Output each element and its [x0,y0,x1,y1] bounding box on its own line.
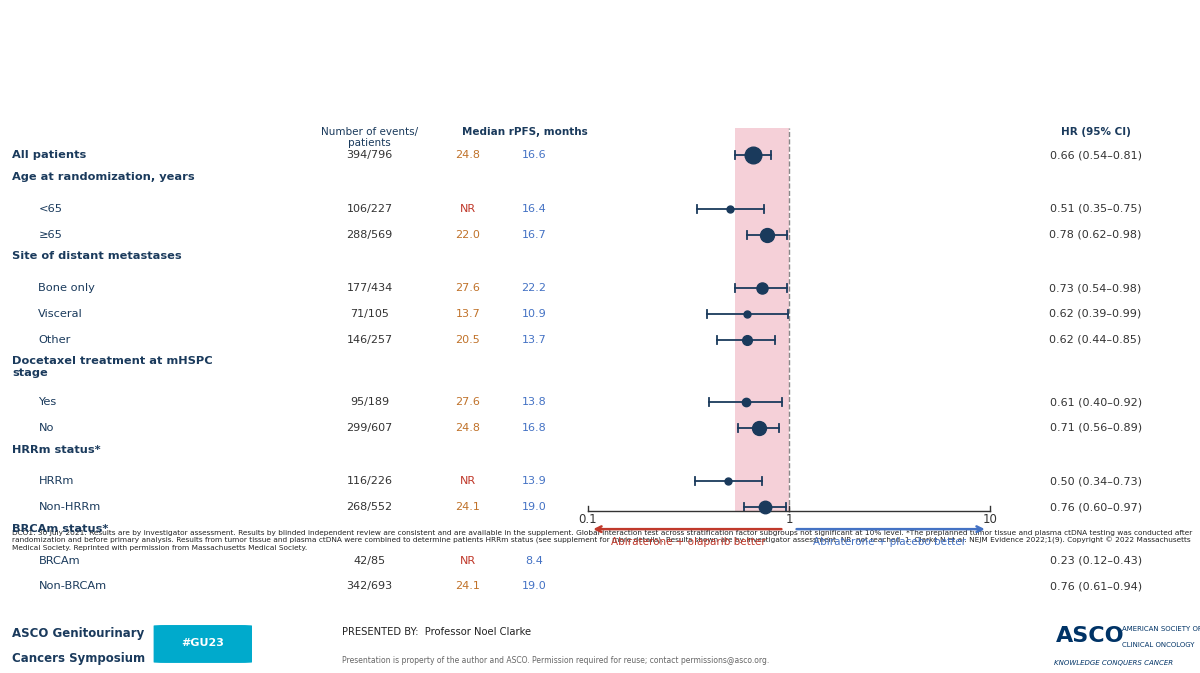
Text: 0.51 (0.35–0.75): 0.51 (0.35–0.75) [1050,204,1141,214]
Text: 22.0: 22.0 [456,229,480,240]
Text: 106/227: 106/227 [347,204,392,214]
Text: 0.1: 0.1 [578,513,598,526]
Text: 24.1: 24.1 [456,502,480,512]
Text: 342/693: 342/693 [347,581,392,592]
Text: Site of distant metastases: Site of distant metastases [12,251,181,261]
Text: Number of events/
patients: Number of events/ patients [322,127,418,148]
Text: Abiraterone + placebo better: Abiraterone + placebo better [814,537,966,547]
Text: 16.6: 16.6 [522,150,546,160]
Text: 16.7: 16.7 [522,229,546,240]
Text: HR (95% CI): HR (95% CI) [1061,127,1130,137]
Text: 177/434: 177/434 [347,283,392,293]
Text: 16.4: 16.4 [522,204,546,214]
Text: PRESENTED BY:  Professor Noel Clarke: PRESENTED BY: Professor Noel Clarke [342,627,532,637]
Text: Presentation is property of the author and ASCO. Permission required for reuse; : Presentation is property of the author a… [342,656,769,666]
Text: 13.9: 13.9 [522,476,546,487]
Text: Yes: Yes [38,397,56,407]
Text: 0.62 (0.39–0.99): 0.62 (0.39–0.99) [1050,309,1141,319]
Text: #GU23: #GU23 [181,639,224,648]
Text: 13.8: 13.8 [522,397,546,407]
Text: 268/552: 268/552 [347,502,392,512]
Text: 1: 1 [490,20,502,38]
Text: 0.62 (0.44–0.85): 0.62 (0.44–0.85) [1050,334,1141,345]
Text: 1: 1 [785,513,793,526]
Text: 0.23 (0.12–0.43): 0.23 (0.12–0.43) [1050,556,1141,565]
Text: KNOWLEDGE CONQUERS CANCER: KNOWLEDGE CONQUERS CANCER [1054,660,1172,666]
Text: 0.66 (0.54–0.81): 0.66 (0.54–0.81) [1050,150,1141,160]
Text: Visceral: Visceral [38,309,83,319]
Text: Non-BRCAm: Non-BRCAm [38,581,107,592]
Text: 16.8: 16.8 [522,423,546,433]
Text: ≥65: ≥65 [38,229,62,240]
Text: 27.6: 27.6 [456,397,480,407]
Text: 13.7: 13.7 [456,309,480,319]
Text: 146/257: 146/257 [347,334,392,345]
Text: 0.61 (0.40–0.92): 0.61 (0.40–0.92) [1050,397,1141,407]
Text: PROpel: rPFS in subgroups (DCO1): PROpel: rPFS in subgroups (DCO1) [26,26,652,57]
Text: 0.78 (0.62–0.98): 0.78 (0.62–0.98) [1050,229,1141,240]
Text: BRCAm status*: BRCAm status* [12,524,108,534]
Text: Cancers Symposium: Cancers Symposium [12,652,145,666]
Text: 10.9: 10.9 [522,309,546,319]
Text: <65: <65 [38,204,62,214]
Text: HRRm status*: HRRm status* [12,445,101,454]
Text: 24.1: 24.1 [456,581,480,592]
Text: 22.2: 22.2 [522,283,546,293]
Text: AMERICAN SOCIETY OF: AMERICAN SOCIETY OF [1122,626,1200,632]
Text: NR: NR [460,556,476,565]
Text: Median rPFS, months: Median rPFS, months [462,127,588,137]
Text: 0.76 (0.61–0.94): 0.76 (0.61–0.94) [1050,581,1141,592]
Text: 10: 10 [983,513,997,526]
Text: NR: NR [460,204,476,214]
Text: BRCAm: BRCAm [38,556,80,565]
FancyBboxPatch shape [154,625,252,663]
Text: NR: NR [460,476,476,487]
Text: 299/607: 299/607 [347,423,392,433]
Text: 8.4: 8.4 [526,556,542,565]
Text: All patients: All patients [12,150,86,160]
Text: 19.0: 19.0 [522,502,546,512]
Text: Abiraterone + olaparib better: Abiraterone + olaparib better [611,537,766,547]
Text: No: No [38,423,54,433]
Text: 71/105: 71/105 [350,309,389,319]
Text: Other: Other [38,334,71,345]
Text: Bone only: Bone only [38,283,95,293]
Text: Non-HRRm: Non-HRRm [38,502,101,512]
Text: 24.8: 24.8 [456,150,480,160]
Text: Age at randomization, years: Age at randomization, years [12,172,194,182]
Text: rPFS benefit observed across all subgroups: rPFS benefit observed across all subgrou… [26,85,415,103]
Text: 27.6: 27.6 [456,283,480,293]
Text: 394/796: 394/796 [347,150,392,160]
Text: 42/85: 42/85 [354,556,385,565]
Text: 116/226: 116/226 [347,476,392,487]
Text: ASCO Genitourinary: ASCO Genitourinary [12,627,144,640]
Text: ASCO: ASCO [1056,626,1124,645]
Text: 24.8: 24.8 [456,423,480,433]
Text: 288/569: 288/569 [347,229,392,240]
Text: DCO1: 30 July 2021. Results are by investigator assessment. Results by blinded i: DCO1: 30 July 2021. Results are by inves… [12,530,1193,551]
Text: 13.7: 13.7 [522,334,546,345]
Text: 0.73 (0.54–0.98): 0.73 (0.54–0.98) [1050,283,1141,293]
Text: 95/189: 95/189 [350,397,389,407]
Text: 0.71 (0.56–0.89): 0.71 (0.56–0.89) [1050,423,1141,433]
Text: Docetaxel treatment at mHSPC
stage: Docetaxel treatment at mHSPC stage [12,356,212,378]
Text: 20.5: 20.5 [456,334,480,345]
Text: 0.76 (0.60–0.97): 0.76 (0.60–0.97) [1050,502,1141,512]
Bar [736,128,790,512]
Text: HRRm: HRRm [38,476,73,487]
Text: 0.50 (0.34–0.73): 0.50 (0.34–0.73) [1050,476,1141,487]
Text: CLINICAL ONCOLOGY: CLINICAL ONCOLOGY [1122,642,1194,648]
Text: 19.0: 19.0 [522,581,546,592]
